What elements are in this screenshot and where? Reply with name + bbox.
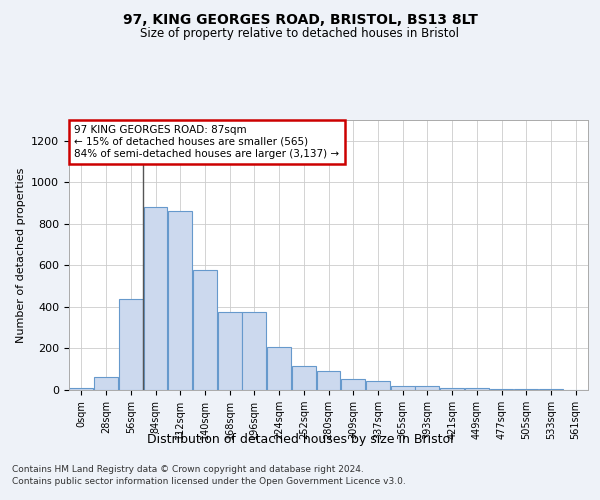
Bar <box>143 207 167 390</box>
Bar <box>119 298 143 390</box>
Text: Distribution of detached houses by size in Bristol: Distribution of detached houses by size … <box>146 432 454 446</box>
Bar <box>490 389 514 390</box>
Text: 97, KING GEORGES ROAD, BRISTOL, BS13 8LT: 97, KING GEORGES ROAD, BRISTOL, BS13 8LT <box>122 12 478 26</box>
Bar <box>465 388 489 390</box>
Bar <box>514 389 538 390</box>
Text: 97 KING GEORGES ROAD: 87sqm
← 15% of detached houses are smaller (565)
84% of se: 97 KING GEORGES ROAD: 87sqm ← 15% of det… <box>74 126 340 158</box>
Bar <box>193 270 217 390</box>
Bar <box>341 378 365 390</box>
Text: Contains public sector information licensed under the Open Government Licence v3: Contains public sector information licen… <box>12 478 406 486</box>
Bar <box>242 312 266 390</box>
Bar <box>415 386 439 390</box>
Bar <box>440 388 464 390</box>
Text: Size of property relative to detached houses in Bristol: Size of property relative to detached ho… <box>140 28 460 40</box>
Bar <box>391 386 415 390</box>
Y-axis label: Number of detached properties: Number of detached properties <box>16 168 26 342</box>
Bar <box>292 366 316 390</box>
Bar <box>366 380 390 390</box>
Text: Contains HM Land Registry data © Crown copyright and database right 2024.: Contains HM Land Registry data © Crown c… <box>12 465 364 474</box>
Bar <box>218 312 242 390</box>
Bar <box>94 376 118 390</box>
Bar <box>168 212 192 390</box>
Bar <box>317 372 340 390</box>
Bar <box>70 388 94 390</box>
Bar <box>267 348 291 390</box>
